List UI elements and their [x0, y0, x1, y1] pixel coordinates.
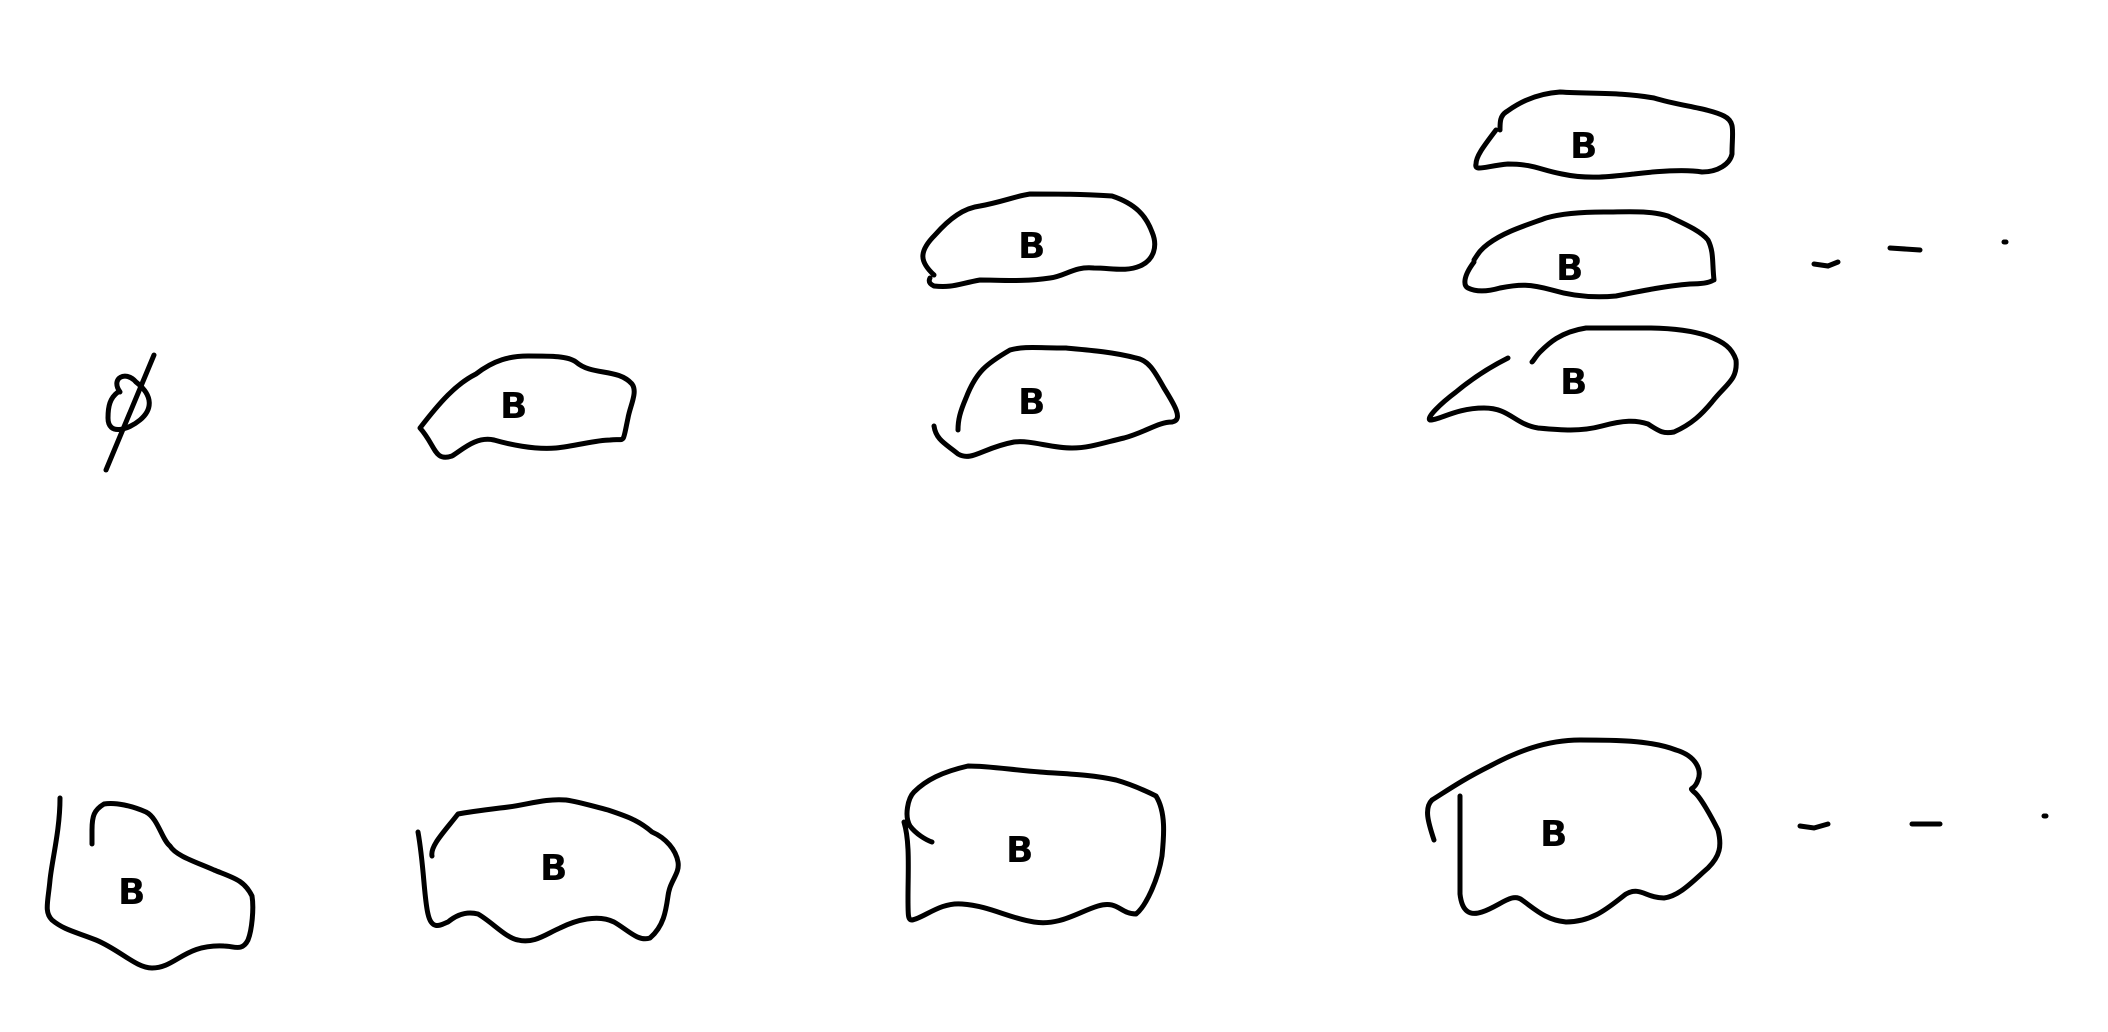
empty-set-slash: [103, 352, 157, 473]
top-row: ∅ B B B B B B ...: [103, 89, 2009, 473]
blob: [901, 763, 1167, 926]
blob-middle-label: B: [1556, 248, 1583, 289]
empty-set-circle: [105, 373, 152, 432]
top-col-3: B B: [920, 191, 1180, 459]
bottom-col-1: B: [44, 795, 256, 971]
blob-lower: [931, 345, 1180, 459]
blob-label: B: [1006, 830, 1033, 871]
blob-bottom-label: B: [1560, 362, 1587, 403]
blob: [417, 353, 637, 460]
bottom-col-2: B: [415, 797, 681, 944]
dash-1: [1811, 259, 1841, 269]
blob-middle: [1462, 209, 1717, 300]
bottom-col-3: B: [901, 763, 1167, 926]
blob-upper-label: B: [1018, 226, 1045, 267]
dash-2: [1887, 245, 1923, 253]
blob-bottom: [1426, 325, 1739, 436]
bottom-continuation: ...: [1797, 813, 2049, 831]
bottom-col-4: B: [1425, 737, 1723, 925]
top-col-2: B: [417, 353, 637, 460]
bottom-row: B B B B ...: [44, 737, 2049, 971]
blob-lower-label: B: [1018, 382, 1045, 423]
blob: [415, 797, 681, 944]
blob: [44, 795, 256, 971]
dash-1: [1797, 821, 1831, 831]
empty-set-symbol: ∅: [103, 352, 157, 473]
blob-label: B: [540, 848, 567, 889]
blob-top: [1473, 89, 1736, 180]
blob-label: B: [118, 872, 145, 913]
blob: [1425, 737, 1723, 925]
blob-label: B: [500, 386, 527, 427]
blob-top-label: B: [1570, 126, 1597, 167]
blob-label: B: [1540, 814, 1567, 855]
top-continuation: ...: [1811, 239, 2009, 269]
top-col-4: B B B: [1426, 89, 1739, 436]
blob-upper: [920, 191, 1158, 289]
